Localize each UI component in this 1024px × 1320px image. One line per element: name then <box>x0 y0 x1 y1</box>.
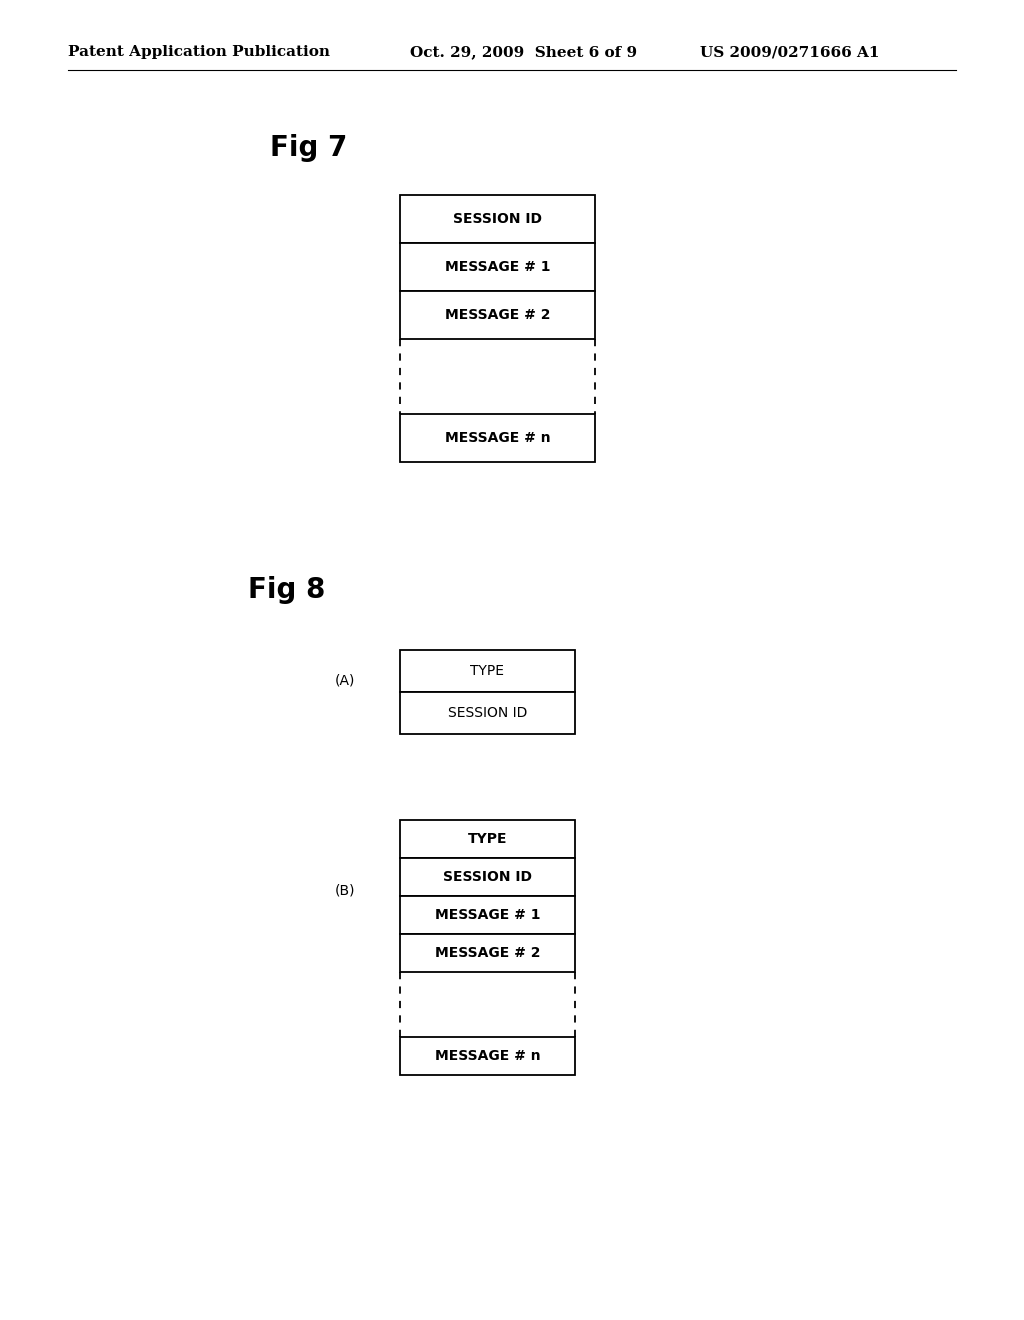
Bar <box>400 935 575 972</box>
Text: MESSAGE # n: MESSAGE # n <box>444 432 550 445</box>
Bar <box>400 649 575 692</box>
Text: (A): (A) <box>335 673 355 686</box>
Bar <box>400 243 595 290</box>
Text: MESSAGE # 2: MESSAGE # 2 <box>444 308 550 322</box>
Text: MESSAGE # 1: MESSAGE # 1 <box>444 260 550 275</box>
Bar <box>400 195 595 243</box>
Text: Oct. 29, 2009  Sheet 6 of 9: Oct. 29, 2009 Sheet 6 of 9 <box>410 45 637 59</box>
Text: MESSAGE # n: MESSAGE # n <box>434 1049 541 1063</box>
Text: SESSION ID: SESSION ID <box>447 706 527 719</box>
Bar <box>400 692 575 734</box>
Text: Fig 7: Fig 7 <box>270 135 347 162</box>
Text: MESSAGE # 2: MESSAGE # 2 <box>435 946 541 960</box>
Bar <box>400 414 595 462</box>
Text: MESSAGE # 1: MESSAGE # 1 <box>435 908 541 921</box>
Text: TYPE: TYPE <box>470 664 505 678</box>
Text: US 2009/0271666 A1: US 2009/0271666 A1 <box>700 45 880 59</box>
Text: (B): (B) <box>335 883 355 898</box>
Text: Patent Application Publication: Patent Application Publication <box>68 45 330 59</box>
Bar <box>400 820 575 858</box>
Bar <box>400 896 575 935</box>
Bar <box>400 1038 575 1074</box>
Text: Fig 8: Fig 8 <box>248 576 326 605</box>
Bar <box>400 858 575 896</box>
Text: SESSION ID: SESSION ID <box>443 870 532 884</box>
Text: SESSION ID: SESSION ID <box>453 213 542 226</box>
Bar <box>400 290 595 339</box>
Text: TYPE: TYPE <box>468 832 507 846</box>
